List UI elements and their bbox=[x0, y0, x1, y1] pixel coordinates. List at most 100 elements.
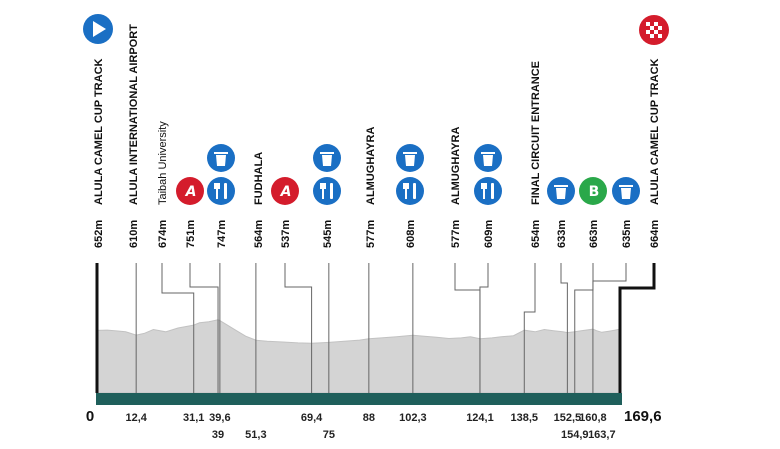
waypoint-altitude: 577m bbox=[365, 220, 377, 248]
km-label: 169,6 bbox=[624, 408, 662, 425]
bin-body bbox=[621, 188, 631, 199]
km-label: 154,9 bbox=[561, 429, 589, 441]
refuse-zone-icon bbox=[207, 144, 235, 172]
waypoint-altitude: 654m bbox=[530, 220, 542, 248]
finish-marker-line bbox=[618, 263, 656, 393]
leader-line bbox=[189, 263, 219, 393]
waypoint-altitude: 609m bbox=[483, 220, 495, 248]
waypoint-name: Taibah University bbox=[157, 121, 169, 205]
waypoint-name: FUDHALA bbox=[253, 152, 265, 205]
km-label: 160,8 bbox=[579, 412, 607, 424]
feed-zone-circle bbox=[313, 177, 341, 205]
leader-line bbox=[592, 263, 627, 393]
refuse-zone-icon bbox=[612, 177, 640, 205]
feed-zone-icon bbox=[474, 177, 502, 205]
start-icon bbox=[83, 14, 113, 44]
km-label: 31,1 bbox=[183, 412, 204, 424]
profile-area bbox=[97, 319, 621, 394]
fork-tines bbox=[481, 183, 487, 189]
bin-body bbox=[216, 155, 226, 166]
profile-base-bar bbox=[96, 393, 622, 405]
km-label: 51,3 bbox=[245, 429, 266, 441]
fork-shape bbox=[405, 183, 407, 199]
refuse-zone-icon bbox=[396, 144, 424, 172]
intermediate-sprint-circle bbox=[176, 177, 204, 205]
refuse-zone-icon bbox=[547, 177, 575, 205]
waypoint-altitude: 633m bbox=[556, 220, 568, 248]
knife-shape bbox=[491, 183, 494, 199]
knife-shape bbox=[224, 183, 227, 199]
bin-body bbox=[322, 155, 332, 166]
finish-icon bbox=[639, 15, 669, 45]
waypoint-altitude: 747m bbox=[216, 220, 228, 248]
leader-line bbox=[479, 263, 489, 393]
waypoint-altitude: 564m bbox=[253, 220, 265, 248]
finish-checker-square bbox=[650, 26, 654, 30]
waypoint-altitude: 664m bbox=[649, 220, 661, 248]
bonus-sprint-icon: B bbox=[579, 177, 607, 205]
intermediate-sprint-icon: A bbox=[176, 177, 204, 205]
km-axis-labels: 0 12,4 31,1 39,6 39 51,3 69,475 88 102,3 124,1 138… bbox=[86, 408, 662, 441]
fork-shape bbox=[216, 183, 218, 199]
waypoint-altitude: 652m bbox=[93, 220, 105, 248]
knife-shape bbox=[413, 183, 416, 199]
fork-tines bbox=[403, 183, 409, 189]
km-label: 69,4 bbox=[301, 412, 323, 424]
km-label: 138,5 bbox=[511, 412, 539, 424]
elevation-profile bbox=[95, 263, 656, 405]
waypoint-name: ALULA INTERNATIONAL AIRPORT bbox=[128, 24, 140, 205]
km-label: 124,1 bbox=[466, 412, 494, 424]
intermediate-sprint-icon: A bbox=[271, 177, 299, 205]
km-label: 39 bbox=[212, 429, 224, 441]
km-label: 12,4 bbox=[125, 412, 147, 424]
fork-shape bbox=[483, 183, 485, 199]
waypoint-name: ALMUGHAYRA bbox=[365, 127, 377, 205]
bin-body bbox=[405, 155, 415, 166]
bin-lid bbox=[320, 152, 334, 154]
waypoint-altitude: 537m bbox=[280, 220, 292, 248]
finish-checker-square bbox=[654, 30, 658, 34]
waypoint-altitude: 545m bbox=[322, 220, 334, 248]
bonus-sprint-circle bbox=[579, 177, 607, 205]
fork-shape bbox=[322, 183, 324, 199]
km-label: 102,3 bbox=[399, 412, 427, 424]
intermediate-sprint-letter: A bbox=[185, 184, 197, 200]
fork-tines bbox=[320, 183, 326, 189]
knife-shape bbox=[330, 183, 333, 199]
finish-checker-square bbox=[646, 22, 650, 26]
bin-lid bbox=[214, 152, 228, 154]
bonus-sprint-letter: B bbox=[589, 184, 600, 200]
feed-zone-circle bbox=[474, 177, 502, 205]
start-icon-arrow bbox=[93, 21, 106, 37]
waypoint-altitude: 663m bbox=[588, 220, 600, 248]
finish-checker-square bbox=[658, 34, 662, 38]
intermediate-sprint-circle bbox=[271, 177, 299, 205]
waypoint-altitude: 635m bbox=[621, 220, 633, 248]
waypoint-name: ALMUGHAYRA bbox=[450, 127, 462, 205]
waypoint-name: ALULA CAMEL CUP TRACK bbox=[93, 58, 105, 205]
leader-line bbox=[284, 263, 313, 393]
km-label: 75 bbox=[323, 429, 335, 441]
finish-checker-square bbox=[650, 34, 654, 38]
feed-zone-icon bbox=[396, 177, 424, 205]
finish-checker-square bbox=[654, 22, 658, 26]
finish-checker-square bbox=[646, 30, 650, 34]
waypoint-altitude: 608m bbox=[405, 220, 417, 248]
finish-checker-square bbox=[658, 26, 662, 30]
bin-lid bbox=[481, 152, 495, 154]
bin-lid bbox=[554, 185, 568, 187]
fork-tines bbox=[214, 183, 220, 189]
waypoint-labels: 652m ALULA CAMEL CUP TRACK 610m ALULA INTER… bbox=[93, 24, 661, 248]
refuse-zone-icon bbox=[474, 144, 502, 172]
feed-zone-icon bbox=[313, 177, 341, 205]
leader-line bbox=[523, 263, 536, 393]
waypoint-name: ALULA CAMEL CUP TRACK bbox=[649, 58, 661, 205]
feed-zone-icon bbox=[207, 177, 235, 205]
bin-body bbox=[483, 155, 493, 166]
intermediate-sprint-letter: A bbox=[280, 184, 292, 200]
bin-lid bbox=[619, 185, 633, 187]
km-label: 39,6 bbox=[209, 412, 230, 424]
feed-zone-circle bbox=[396, 177, 424, 205]
